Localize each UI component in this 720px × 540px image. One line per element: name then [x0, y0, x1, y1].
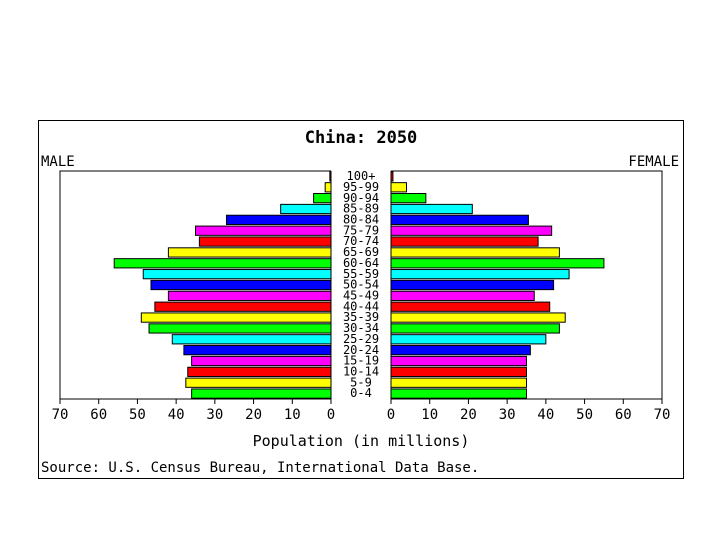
- male-bar-15-19: [191, 355, 332, 367]
- male-bar-30-34: [148, 323, 332, 334]
- age-label-70-74: 70-74: [343, 234, 379, 248]
- male-bar-90-94: [313, 193, 332, 204]
- male-bar-55-59: [142, 269, 332, 280]
- male-bar-85-89: [280, 203, 332, 215]
- male-bar-35-39: [140, 312, 332, 323]
- male-bar-10-14: [187, 366, 332, 377]
- female-bar-90-94: [390, 193, 427, 204]
- male-x-tick-label: 70: [52, 407, 69, 423]
- female-x-tick-label: 50: [576, 407, 593, 423]
- male-bar-75-79: [195, 225, 332, 236]
- age-label-40-44: 40-44: [343, 299, 379, 313]
- female-x-tick-label: 40: [537, 407, 554, 423]
- age-label-25-29: 25-29: [343, 332, 379, 346]
- female-bar-50-54: [390, 279, 555, 291]
- female-bar-95-99: [390, 182, 407, 193]
- female-label: FEMALE: [628, 154, 679, 170]
- female-x-tick-label: 30: [499, 407, 516, 423]
- age-label-30-34: 30-34: [343, 321, 379, 335]
- age-label-80-84: 80-84: [343, 212, 379, 226]
- age-labels-group: 0-45-910-1415-1920-2425-2930-3435-3940-4…: [343, 169, 379, 400]
- male-x-tick-label: 30: [206, 407, 223, 423]
- male-bar-60-64: [113, 258, 332, 269]
- male-x-tick-label: 0: [327, 407, 335, 423]
- female-bar-70-74: [390, 236, 539, 247]
- male-bar-65-69: [167, 247, 332, 258]
- female-bar-30-34: [390, 323, 560, 334]
- female-bar-20-24: [390, 345, 531, 356]
- age-label-65-69: 65-69: [343, 245, 379, 259]
- female-x-tick-label: 10: [421, 407, 438, 423]
- male-bar-70-74: [198, 236, 332, 247]
- female-bar-5-9: [390, 377, 527, 388]
- male-x-tick-label: 10: [284, 407, 301, 423]
- age-label-90-94: 90-94: [343, 191, 379, 205]
- age-label-15-19: 15-19: [343, 354, 379, 368]
- female-bar-10-14: [390, 366, 527, 377]
- male-bar-0-4: [191, 388, 332, 399]
- male-bar-80-84: [225, 214, 332, 225]
- bars-group: [113, 171, 605, 399]
- female-bar-65-69: [390, 247, 560, 258]
- male-bar-45-49: [167, 290, 332, 301]
- male-bar-50-54: [150, 279, 332, 291]
- female-bar-75-79: [390, 225, 553, 236]
- chart-title: China: 2050: [305, 128, 418, 148]
- female-bar-0-4: [390, 388, 527, 399]
- female-bar-55-59: [390, 269, 570, 280]
- female-bar-80-84: [390, 214, 529, 225]
- female-x-tick-label: 0: [387, 407, 395, 423]
- female-bar-60-64: [390, 258, 605, 269]
- male-x-tick-label: 60: [90, 407, 107, 423]
- source-note: Source: U.S. Census Bureau, Internationa…: [41, 460, 479, 476]
- female-bar-85-89: [390, 203, 473, 215]
- male-bar-95-99: [324, 182, 332, 193]
- male-bar-5-9: [185, 377, 332, 388]
- age-label-55-59: 55-59: [343, 267, 379, 281]
- male-bar-40-44: [154, 301, 332, 312]
- female-x-tick-label: 60: [615, 407, 632, 423]
- chart-frame: China: 2050 MALE FEMALE 70 60 50 40 30 20 10 0 0…: [38, 120, 684, 479]
- female-bar-25-29: [390, 334, 547, 345]
- axes-group: 70 60 50 40 30 20 10 0 0 10 20 30 40 50 60 70: [52, 170, 671, 423]
- female-bar-45-49: [390, 290, 535, 301]
- male-bar-25-29: [171, 334, 332, 345]
- age-label-50-54: 50-54: [343, 278, 379, 292]
- age-label-10-14: 10-14: [343, 364, 379, 378]
- male-x-tick-label: 50: [129, 407, 146, 423]
- age-label-20-24: 20-24: [343, 343, 379, 357]
- population-pyramid-chart: China: 2050 MALE FEMALE 70 60 50 40 30 20 10 0 0…: [41, 128, 679, 476]
- male-x-tick-label: 20: [245, 407, 262, 423]
- female-bar-35-39: [390, 312, 566, 323]
- female-bar-40-44: [390, 301, 551, 312]
- age-label-75-79: 75-79: [343, 223, 379, 237]
- x-axis-label: Population (in millions): [253, 432, 470, 450]
- age-label-95-99: 95-99: [343, 180, 379, 194]
- male-label: MALE: [41, 154, 75, 170]
- female-x-tick-label: 70: [654, 407, 671, 423]
- male-bar-20-24: [183, 345, 332, 356]
- age-label-60-64: 60-64: [343, 256, 379, 270]
- female-x-tick-label: 20: [460, 407, 477, 423]
- male-x-tick-label: 40: [168, 407, 185, 423]
- age-label-45-49: 45-49: [343, 288, 379, 302]
- age-label-35-39: 35-39: [343, 310, 379, 324]
- female-bar-15-19: [390, 355, 527, 367]
- age-label-85-89: 85-89: [343, 202, 379, 216]
- age-label-100+: 100+: [347, 169, 376, 183]
- age-label-0-4: 0-4: [350, 386, 372, 400]
- age-label-5-9: 5-9: [350, 375, 372, 389]
